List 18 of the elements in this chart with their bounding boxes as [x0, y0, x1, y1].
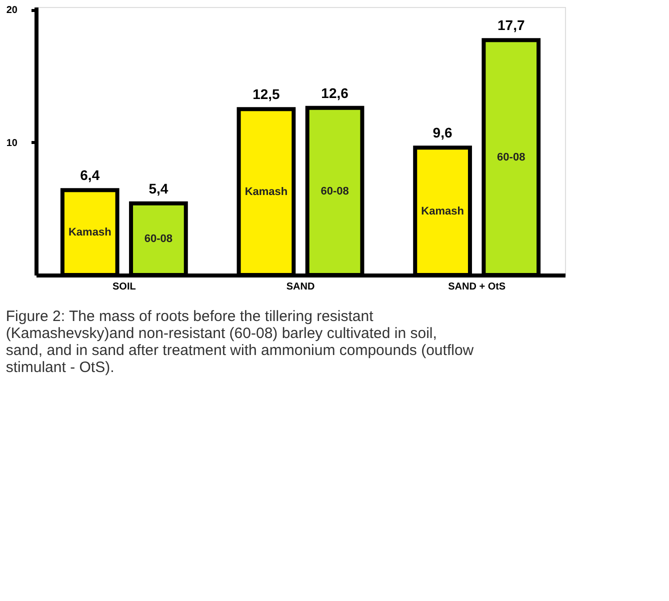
text: 60-08	[144, 233, 173, 246]
data-label: 17,7	[497, 17, 525, 34]
data-label: 12,5	[252, 86, 280, 102]
x-tick-label: SAND + OtS	[448, 282, 506, 292]
text: Kamash	[244, 186, 288, 198]
x-tick-label: SAND	[286, 282, 315, 292]
text: 60-08	[320, 185, 349, 198]
data-label: 12,6	[321, 84, 349, 101]
series-label: Kamash	[68, 226, 112, 239]
text: Kamash	[421, 205, 464, 218]
y-tick-label: 10	[6, 138, 18, 149]
data-label: 5,4	[148, 180, 168, 196]
caption: Figure 2: The mass of roots before the tillering resistant (Kamashevsky)and non-resistant (60-08) barley cultivated in soil, sand, and in sand after treatment with ammonium compounds (outflow stimulant - OtS).	[6, 308, 474, 376]
y-tick-label: 20	[6, 5, 18, 16]
x-tick-label: SOIL	[112, 282, 136, 292]
data-label: 9,6	[432, 124, 452, 141]
series-label: 60-08	[497, 152, 526, 164]
data-label: 6,4	[80, 167, 100, 184]
